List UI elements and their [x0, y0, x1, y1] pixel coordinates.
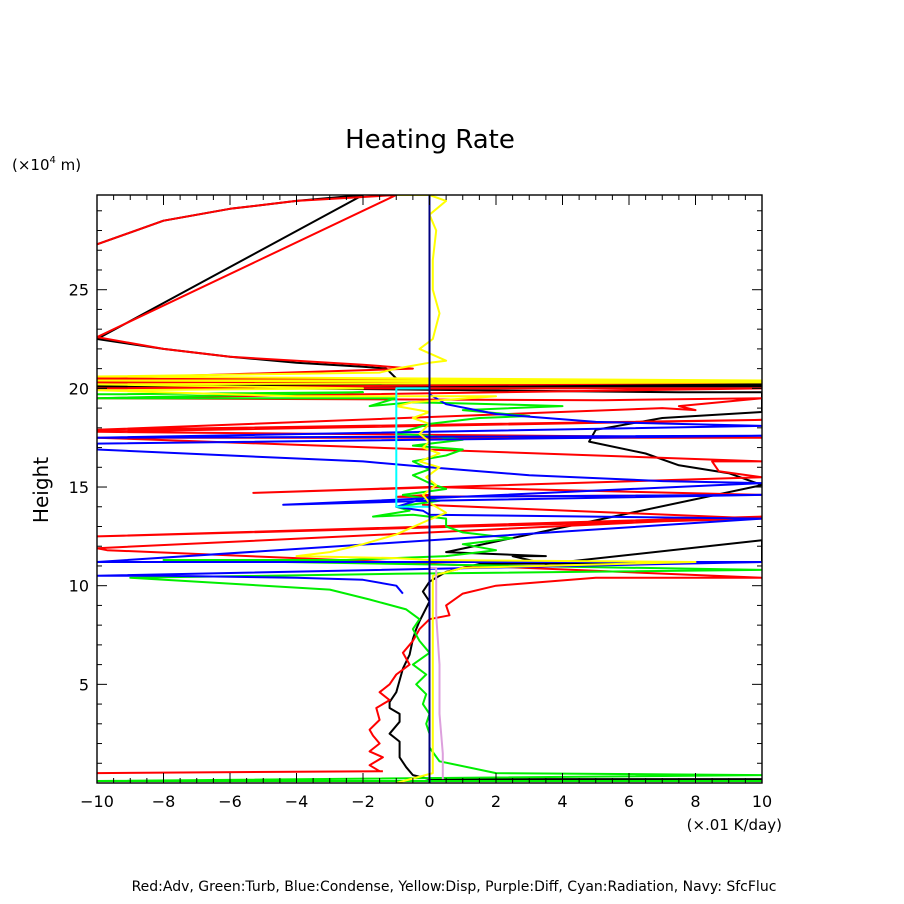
series-line-green [97, 391, 762, 782]
tick-label-layer: −10 −8 −6 −4 −2 0 2 4 6 8 10 5 10 15 20 25 [69, 281, 773, 811]
series-layer [97, 195, 762, 783]
chart-title: Heating Rate [345, 125, 515, 155]
series-line-black [97, 195, 762, 781]
x-tick-label: 2 [491, 792, 501, 811]
x-tick-label: 4 [557, 792, 567, 811]
y-tick-label: 15 [69, 478, 89, 497]
y-axis-unit-suffix: m) [56, 156, 81, 174]
x-tick-label: 10 [752, 792, 772, 811]
series-line-cyan [395, 387, 430, 508]
x-tick-label: −10 [80, 792, 114, 811]
series-line-purple [429, 566, 444, 780]
x-tick-label: 8 [690, 792, 700, 811]
y-tick-label: 25 [69, 281, 89, 300]
tick-layer [96, 195, 763, 783]
y-axis-unit-prefix: (×10 [12, 156, 50, 174]
y-axis-unit: (×104 m) [12, 155, 81, 174]
x-tick-label: 0 [424, 792, 434, 811]
y-axis-label: Height [29, 457, 53, 523]
x-tick-label: 6 [624, 792, 634, 811]
y-tick-label: 20 [69, 379, 89, 398]
legend-text: Red:Adv, Green:Turb, Blue:Condense, Yell… [132, 879, 777, 895]
x-tick-label: −6 [218, 792, 242, 811]
x-axis-unit: (×.01 K/day) [687, 816, 782, 834]
x-tick-label: −4 [285, 792, 309, 811]
y-tick-label: 5 [79, 675, 89, 694]
y-axis-unit-exponent: 4 [50, 155, 56, 166]
series-line-blue [97, 195, 762, 595]
x-tick-label: −8 [152, 792, 176, 811]
y-tick-label: 10 [69, 577, 89, 596]
x-tick-label: −2 [351, 792, 375, 811]
